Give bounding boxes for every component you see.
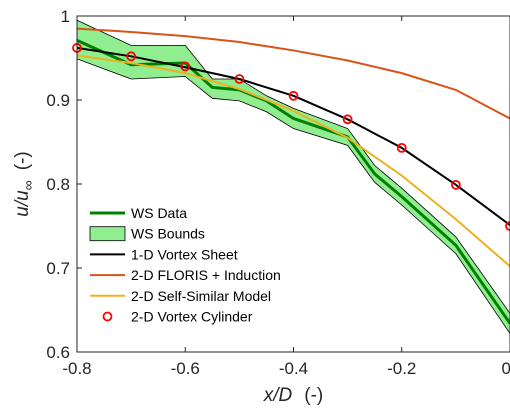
- legend-2-d-vortex-cylinder-swatch: [102, 311, 113, 322]
- legend-1-d-vortex-sheet-label: 1-D Vortex Sheet: [131, 246, 238, 262]
- series-2-d-vortex-cylinder-point: [180, 61, 191, 72]
- legend-2-d-vortex-cylinder-label: 2-D Vortex Cylinder: [131, 309, 253, 325]
- markers-layer: [72, 43, 510, 231]
- series-2-d-self-similar-model-line: [76, 54, 510, 268]
- series-2-d-vortex-cylinder-point: [234, 74, 245, 84]
- series-2-d-vortex-cylinder-point: [342, 114, 353, 125]
- ticks-layer: -0.8 -0.6 -0.4 -0.2 0 0.6 0.7 0.8 0.9 1: [46, 7, 510, 378]
- x-axis-unit: (-): [304, 385, 323, 406]
- y-axis-subscript: ∞: [20, 180, 36, 190]
- x-tick-label: -0.4: [279, 359, 308, 378]
- x-tick-label: -0.6: [171, 359, 200, 378]
- x-axis-label: x/D (-): [263, 385, 323, 406]
- series-2-d-vortex-cylinder-point: [450, 179, 461, 190]
- y-axis-variable: u/u: [12, 190, 33, 217]
- y-axis-unit: (-): [12, 151, 33, 170]
- legend-2-d-self-similar-model-label: 2-D Self-Similar Model: [131, 288, 271, 304]
- series-ws-data-line: [76, 38, 510, 325]
- legend-ws-data-label: WS Data: [131, 205, 187, 221]
- y-tick-label: 1: [61, 7, 70, 26]
- x-tick-label: -0.8: [62, 359, 91, 378]
- x-tick-label: -0.2: [387, 359, 416, 378]
- x-tick-label: 0: [502, 359, 510, 378]
- series-2-d-vortex-cylinder-point: [288, 90, 299, 101]
- series-1-d-vortex-sheet-line: [76, 46, 510, 226]
- legend-ws-bounds-swatch: [89, 226, 126, 242]
- series-2-d-vortex-cylinder-point: [505, 221, 510, 231]
- x-axis-variable: x/D: [263, 385, 293, 406]
- y-tick-label: 0.9: [46, 91, 70, 110]
- lines-layer: [76, 27, 510, 325]
- y-tick-label: 0.8: [46, 175, 70, 194]
- y-tick-label: 0.7: [46, 259, 70, 278]
- series-2-d-floris-induction-line: [76, 27, 510, 120]
- y-tick-label: 0.6: [46, 343, 70, 362]
- series-2-d-vortex-cylinder-point: [126, 51, 137, 62]
- y-axis-label: u/u∞ (-): [12, 151, 36, 216]
- series-2-d-vortex-cylinder-point: [396, 142, 407, 153]
- legend: WS Data WS Bounds 1-D Vortex Sheet 2-D FLOR…: [89, 205, 281, 325]
- legend-ws-bounds-label: WS Bounds: [131, 226, 205, 242]
- legend-2-d-floris-induction-label: 2-D FLORIS + Induction: [131, 267, 281, 283]
